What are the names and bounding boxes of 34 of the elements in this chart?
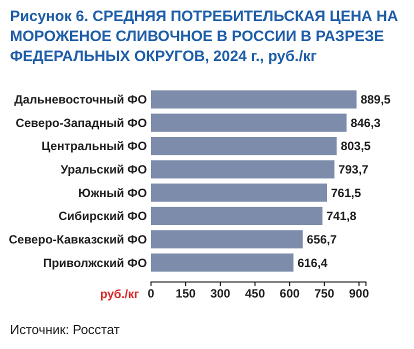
x-tick-label: 450: [244, 286, 266, 301]
text: Источник: Росстат: [10, 322, 120, 337]
bar: [151, 114, 347, 132]
y-tick-label: Северо-Западный ФО: [16, 116, 147, 130]
y-tick-label: Центральный ФО: [42, 139, 147, 154]
chart-title: Рисунок 6. СРЕДНЯЯ ПОТРЕБИТЕЛЬСКАЯ ЦЕНА НА МОРОЖЕНОЕ СЛИВОЧНОЕ В РОССИИ В РАЗРЕЗЕ ФЕДЕРАЛЬНЫХ ОКРУГОВ, 2024 г., руб./кг: [10, 8, 398, 65]
y-tick-label: Южный ФО: [78, 186, 147, 200]
x-tick-label: 900: [348, 286, 370, 301]
data-label: 803,5: [340, 139, 372, 154]
data-label: 761,5: [330, 186, 362, 200]
bar: [151, 184, 327, 202]
y-tick-label: Сибирский ФО: [58, 209, 147, 224]
bar: [151, 160, 334, 178]
data-label: 793,7: [338, 162, 369, 177]
x-tick-label: 600: [280, 286, 300, 301]
data-label: 656,7: [306, 232, 338, 246]
data-label: 846,3: [350, 116, 381, 130]
y-tick-label: Уральский ФО: [60, 162, 147, 177]
data-label: 616,4: [297, 256, 328, 270]
x-tick-label: 0: [148, 286, 155, 301]
bar: [151, 253, 294, 272]
data-label: 741,8: [326, 209, 357, 224]
x-tick-label: 150: [176, 286, 196, 301]
y-tick-label: Северо-Кавказский ФО: [8, 232, 147, 246]
bar: [151, 90, 357, 109]
x-tick-label: 750: [314, 286, 335, 301]
bar: [151, 206, 322, 226]
data-label: 889,5: [360, 92, 391, 107]
y-tick-label: Дальневосточный ФО: [14, 92, 147, 107]
x-axis-title: руб./кг: [100, 287, 139, 301]
bar: [151, 136, 337, 156]
y-tick-label: Приволжский ФО: [43, 256, 147, 270]
bar: [151, 230, 303, 248]
x-tick-label: 300: [210, 286, 231, 301]
